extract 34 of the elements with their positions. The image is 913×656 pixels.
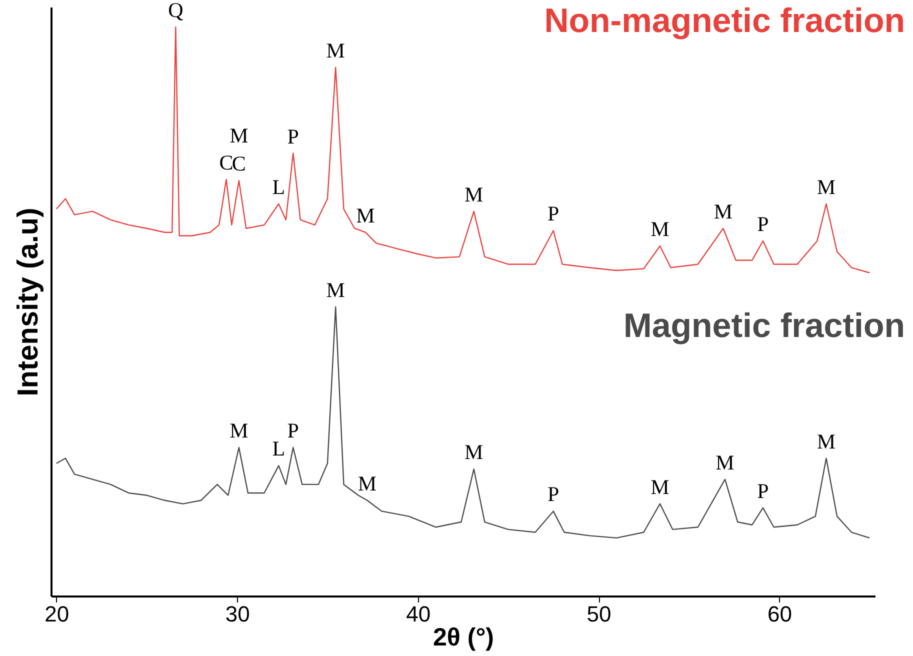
x-tick-label: 30 <box>225 602 250 626</box>
annotation: M <box>650 474 670 499</box>
y-axis-title: Intensity (a.u) <box>12 208 44 396</box>
text: Magnetic fraction <box>624 306 905 345</box>
annotation: M <box>816 429 836 454</box>
annotation: Q <box>168 0 184 22</box>
annotation: M <box>464 182 484 206</box>
annotation: M <box>358 471 377 496</box>
annotation: L <box>272 174 286 199</box>
annotation: M <box>650 217 670 242</box>
annotation: L <box>272 436 286 461</box>
annotation: M <box>716 450 735 474</box>
annotation: M <box>326 38 346 62</box>
annotation: P <box>287 124 299 148</box>
annotation: C <box>219 150 234 174</box>
annotation: M <box>714 199 733 224</box>
x-tick-label: 20 <box>44 602 70 626</box>
annotation: M <box>230 124 249 148</box>
text: Non-magnetic fraction <box>544 2 905 40</box>
annotation: M <box>230 418 249 442</box>
x-tick-label: 40 <box>406 602 431 626</box>
x-tick-label: 50 <box>586 602 612 626</box>
annotation: P <box>548 202 560 226</box>
annotation: P <box>548 482 560 506</box>
annotation: C <box>232 152 246 176</box>
annotation: M <box>326 278 346 302</box>
annotation: M <box>356 203 376 228</box>
annotation: M <box>464 440 484 464</box>
x-axis-title: 2θ (°) <box>432 624 494 652</box>
x-tick-label: 60 <box>767 602 792 626</box>
annotation: P <box>757 478 769 503</box>
annotation: P <box>757 212 769 236</box>
annotation: M <box>816 174 836 199</box>
annotation: P <box>287 418 299 442</box>
